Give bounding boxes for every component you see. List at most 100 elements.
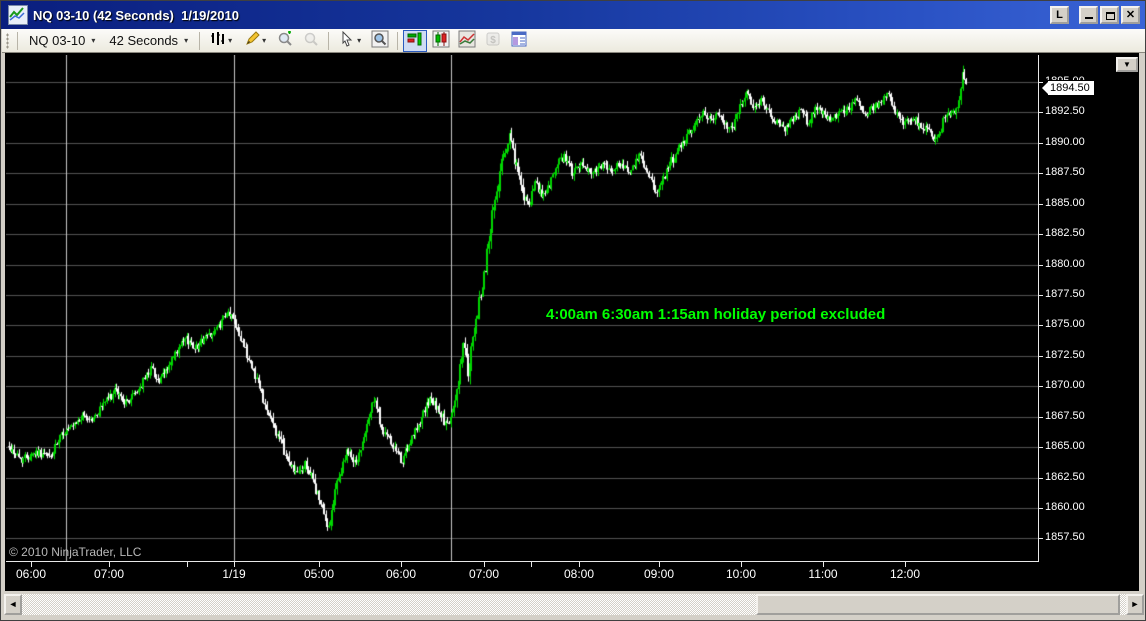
window-title: NQ 03-10 (42 Seconds) 1/19/2010 [33,7,239,23]
horizontal-scrollbar: ◄ ► [4,594,1144,615]
price-axis-label: 1865.00 [1045,440,1085,452]
price-axis-label: 1887.50 [1045,166,1085,178]
scrollbar-track[interactable] [22,594,1126,615]
price-axis-tick [1038,447,1043,448]
time-axis-tick [905,562,906,567]
candlestick-chart[interactable] [6,55,1038,562]
toolbar-separator [328,31,330,50]
svg-text:$: $ [490,35,496,46]
chart-trader-icon [407,31,423,50]
price-axis-tick [1038,265,1043,266]
price-axis-tick [1038,173,1043,174]
chart-trader-button[interactable] [403,29,428,52]
dollar-icon: $ [485,31,501,50]
time-axis-tick [401,562,402,567]
maximize-icon [1106,12,1115,20]
chevron-down-icon: ▾ [184,36,189,45]
price-axis-tick [1038,508,1043,509]
price-axis-label: 1870.00 [1045,379,1085,391]
chart-area: 1895.001892.501890.001887.501885.001882.… [5,53,1139,591]
time-axis-tick [531,562,532,567]
cursor-icon [339,30,355,50]
scrollbar-thumb[interactable] [756,594,1121,615]
price-axis-tick [1038,112,1043,113]
chart-app-icon [8,5,28,25]
magnifier-box-icon [371,30,389,51]
toolbar-separator [397,31,399,50]
price-axis-label: 1862.50 [1045,471,1085,483]
copyright-text: © 2010 NinjaTrader, LLC [9,545,142,559]
price-axis-label: 1877.50 [1045,288,1085,300]
toolbar-separator [199,31,201,50]
time-axis-tick [579,562,580,567]
toolbar-separator [17,31,18,50]
price-axis-line [1038,55,1039,562]
toolbar-grip[interactable] [6,32,9,49]
price-axis-label: 1892.50 [1045,105,1085,117]
time-axis-tick [234,562,235,567]
minimize-icon [1085,17,1093,19]
chevron-down-icon: ▾ [357,36,362,45]
dollar-button: $ [481,30,505,52]
time-axis-label: 08:00 [563,567,595,581]
chevron-down-icon: ▾ [91,36,96,45]
minimize-button[interactable] [1079,6,1098,24]
toolbar: NQ 03-10 ▾ 42 Seconds ▾ ▾ [2,29,1145,53]
time-axis-label: 09:00 [643,567,675,581]
instrument-label: NQ 03-10 [29,33,86,48]
price-axis-tick [1038,478,1043,479]
chart-style-button[interactable]: ▾ [205,30,237,52]
price-axis-label: 1857.50 [1045,531,1085,543]
time-axis-label: 12:00 [889,567,921,581]
line-chart-icon [458,30,476,51]
zoom-in-icon [277,31,293,50]
time-axis-label: 1/19 [222,567,246,581]
time-axis-label: 05:00 [303,567,335,581]
title-bar[interactable]: NQ 03-10 (42 Seconds) 1/19/2010 L ✕ [1,1,1145,29]
instrument-selector[interactable]: NQ 03-10 ▾ [22,31,102,50]
maximize-button[interactable] [1100,6,1119,24]
price-axis-label: 1882.50 [1045,227,1085,239]
price-axis-label: 1867.50 [1045,410,1085,422]
time-axis-tick [823,562,824,567]
last-price-marker: 1894.50 [1040,80,1095,96]
chevron-down-icon: ▾ [228,36,233,45]
price-axis-label: 1875.00 [1045,318,1085,330]
price-axis-tick [1038,356,1043,357]
price-axis-tick [1038,538,1043,539]
time-axis-label: 11:00 [808,567,838,581]
link-button[interactable]: L [1050,6,1069,24]
cursor-button[interactable]: ▾ [334,30,366,52]
pencil-icon [244,31,260,50]
price-axis-tick [1038,204,1043,205]
price-axis-label: 1885.00 [1045,197,1085,209]
time-axis-label: 10:00 [725,567,757,581]
scroll-right-button[interactable]: ► [1126,594,1144,615]
properties-panel-button[interactable] [507,30,531,52]
price-axis-tick [1038,325,1043,326]
data-box-button[interactable] [368,30,392,52]
price-axis-label: 1872.50 [1045,349,1085,361]
time-axis-tick [741,562,742,567]
time-axis-tick [109,562,110,567]
bar-chart-icon [210,31,226,50]
time-axis-tick [187,562,188,567]
time-axis-label: 07:00 [468,567,500,581]
panel-window-icon [510,30,528,51]
region-chart-button[interactable] [455,30,479,52]
time-axis-label: 06:00 [385,567,417,581]
close-button[interactable]: ✕ [1121,6,1140,24]
time-axis-label: 06:00 [15,567,47,581]
candlestick-panel-button[interactable] [429,30,453,52]
time-axis-tick [319,562,320,567]
price-axis-dropdown-button[interactable]: ▼ [1116,57,1138,72]
scroll-left-button[interactable]: ◄ [4,594,22,615]
interval-selector[interactable]: 42 Seconds ▾ [102,31,195,50]
zoom-out-icon [303,31,319,50]
time-axis-label: 07:00 [93,567,125,581]
drawing-tools-button[interactable]: ▾ [239,30,271,52]
candlestick-icon [432,30,450,51]
zoom-in-button[interactable] [273,30,297,52]
price-axis-label: 1880.00 [1045,258,1085,270]
